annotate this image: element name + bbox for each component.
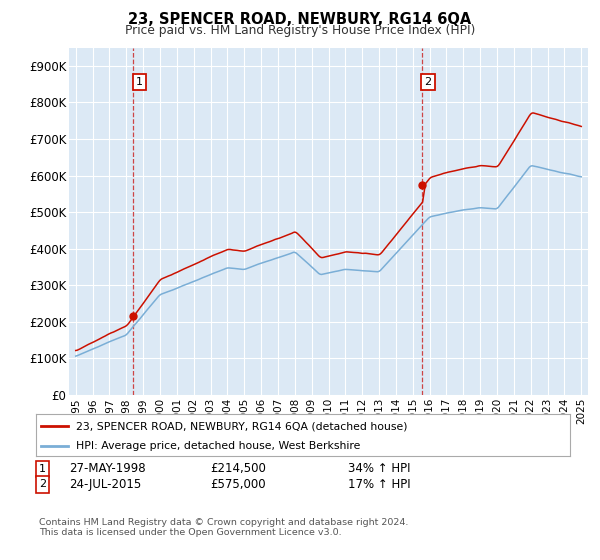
Text: £214,500: £214,500 bbox=[210, 462, 266, 475]
Text: 24-JUL-2015: 24-JUL-2015 bbox=[69, 478, 141, 491]
Text: 27-MAY-1998: 27-MAY-1998 bbox=[69, 462, 146, 475]
Text: 34% ↑ HPI: 34% ↑ HPI bbox=[348, 462, 410, 475]
Text: 1: 1 bbox=[136, 77, 143, 87]
Text: £575,000: £575,000 bbox=[210, 478, 266, 491]
Text: 23, SPENCER ROAD, NEWBURY, RG14 6QA: 23, SPENCER ROAD, NEWBURY, RG14 6QA bbox=[128, 12, 472, 27]
Text: 23, SPENCER ROAD, NEWBURY, RG14 6QA (detached house): 23, SPENCER ROAD, NEWBURY, RG14 6QA (det… bbox=[76, 421, 407, 431]
Text: 17% ↑ HPI: 17% ↑ HPI bbox=[348, 478, 410, 491]
Text: 2: 2 bbox=[425, 77, 431, 87]
Text: 1: 1 bbox=[39, 464, 46, 474]
Text: HPI: Average price, detached house, West Berkshire: HPI: Average price, detached house, West… bbox=[76, 441, 361, 451]
Text: Price paid vs. HM Land Registry's House Price Index (HPI): Price paid vs. HM Land Registry's House … bbox=[125, 24, 475, 36]
Text: Contains HM Land Registry data © Crown copyright and database right 2024.
This d: Contains HM Land Registry data © Crown c… bbox=[39, 518, 409, 538]
Text: 2: 2 bbox=[39, 479, 46, 489]
